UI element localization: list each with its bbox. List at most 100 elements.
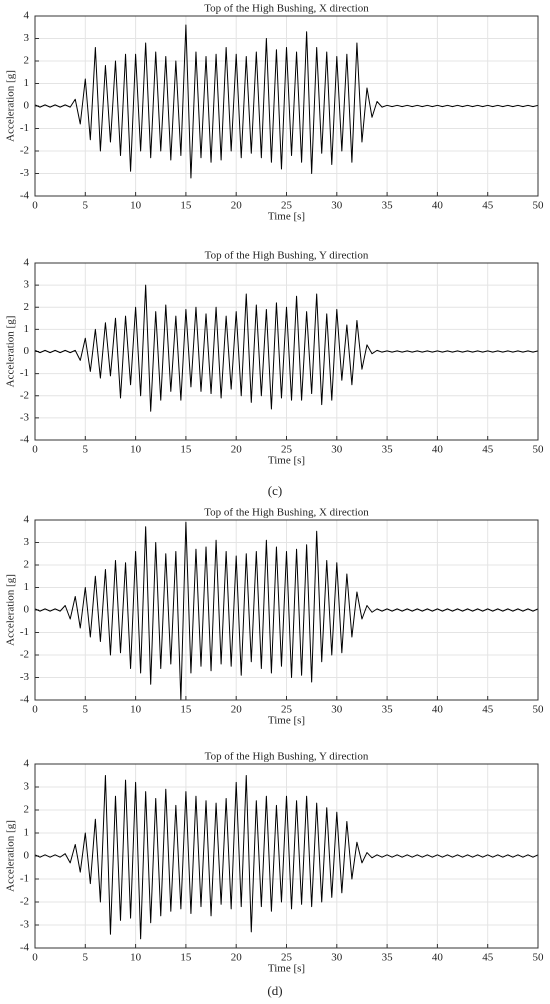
x-tick-label: 15 [180, 444, 192, 456]
y-tick-label: 4 [24, 10, 30, 22]
y-tick-label: -3 [20, 167, 30, 179]
x-axis-label: Time [s] [268, 715, 305, 727]
x-tick-label: 20 [231, 200, 243, 212]
x-tick-label: 35 [382, 952, 394, 964]
y-tick-label: -4 [20, 434, 30, 446]
y-tick-label: 3 [24, 781, 30, 793]
y-tick-label: -2 [20, 145, 29, 157]
y-tick-label: 0 [24, 345, 30, 357]
y-tick-label: 1 [24, 827, 30, 839]
x-tick-label: 30 [331, 704, 343, 716]
x-tick-label: 20 [231, 952, 243, 964]
x-tick-label: 0 [32, 704, 38, 716]
x-tick-label: 0 [32, 444, 38, 456]
y-tick-label: 0 [24, 604, 30, 616]
x-tick-label: 20 [231, 444, 243, 456]
x-tick-label: 25 [281, 952, 293, 964]
x-tick-label: 0 [32, 952, 38, 964]
x-tick-label: 40 [432, 952, 444, 964]
axes-frame [34, 262, 539, 441]
y-tick-label: 0 [24, 850, 30, 862]
y-tick-label: -1 [20, 873, 29, 885]
y-tick-label: 1 [24, 77, 30, 89]
x-tick-label: 5 [83, 704, 89, 716]
y-tick-label: -2 [20, 896, 29, 908]
y-tick-label: -3 [20, 411, 30, 423]
x-tick-label: 25 [281, 200, 293, 212]
chart-title: Top of the High Bushing, X direction [204, 3, 369, 15]
y-tick-label: 3 [24, 279, 30, 291]
x-tick-label: 45 [482, 200, 494, 212]
y-tick-label: -2 [20, 649, 29, 661]
y-tick-label: 1 [24, 581, 30, 593]
y-tick-label: 4 [24, 514, 30, 526]
x-tick-label: 45 [482, 704, 494, 716]
axes-frame [34, 15, 539, 197]
x-tick-label: 25 [281, 444, 293, 456]
panel-label: (c) [268, 483, 282, 498]
x-tick-label: 35 [382, 704, 394, 716]
x-tick-label: 30 [331, 444, 343, 456]
panel-label: (d) [267, 983, 282, 998]
y-tick-label: 4 [24, 257, 30, 269]
x-tick-label: 25 [281, 704, 293, 716]
y-tick-label: -4 [20, 190, 30, 202]
x-tick-label: 40 [432, 444, 444, 456]
y-tick-label: 2 [24, 55, 30, 67]
series-line [34, 521, 539, 701]
x-tick-label: 40 [432, 200, 444, 212]
y-tick-label: 2 [24, 301, 30, 313]
x-tick-label: 35 [382, 200, 394, 212]
chart-title: Top of the High Bushing, Y direction [205, 751, 369, 763]
axes-frame [34, 763, 539, 949]
y-tick-label: -3 [20, 671, 30, 683]
y-tick-label: -1 [20, 367, 29, 379]
x-tick-label: 50 [533, 444, 545, 456]
y-axis-label: Acceleration [g] [5, 574, 17, 646]
series-line [34, 775, 539, 940]
x-tick-label: 45 [482, 444, 494, 456]
x-tick-label: 0 [32, 200, 38, 212]
x-tick-label: 50 [533, 704, 545, 716]
y-tick-label: 0 [24, 100, 30, 112]
x-axis-label: Time [s] [268, 455, 305, 467]
x-tick-label: 50 [533, 200, 545, 212]
y-tick-label: 3 [24, 32, 30, 44]
chart-title: Top of the High Bushing, X direction [204, 507, 369, 519]
x-tick-label: 5 [83, 200, 89, 212]
y-tick-label: -2 [20, 389, 29, 401]
x-tick-label: 50 [533, 952, 545, 964]
x-axis-label: Time [s] [268, 963, 305, 975]
x-tick-label: 10 [130, 200, 142, 212]
y-tick-label: -1 [20, 626, 29, 638]
x-tick-label: 10 [130, 444, 142, 456]
x-tick-label: 10 [130, 952, 142, 964]
y-axis-label: Acceleration [g] [5, 316, 17, 388]
x-tick-label: 15 [180, 200, 192, 212]
x-axis-label: Time [s] [268, 211, 305, 223]
axes-frame [34, 519, 539, 701]
y-tick-label: -1 [20, 122, 29, 134]
y-tick-label: 2 [24, 804, 30, 816]
series-line [34, 24, 539, 179]
y-tick-label: -4 [20, 942, 30, 954]
x-tick-label: 40 [432, 704, 444, 716]
y-tick-label: 2 [24, 559, 30, 571]
x-tick-label: 45 [482, 952, 494, 964]
y-tick-label: 3 [24, 536, 30, 548]
y-axis-label: Acceleration [g] [5, 820, 17, 892]
x-tick-label: 15 [180, 704, 192, 716]
y-tick-label: -4 [20, 694, 30, 706]
x-tick-label: 20 [231, 704, 243, 716]
chart-title: Top of the High Bushing, Y direction [205, 250, 369, 262]
x-tick-label: 5 [83, 952, 89, 964]
y-axis-label: Acceleration [g] [5, 70, 17, 142]
y-tick-label: 1 [24, 323, 30, 335]
x-tick-label: 30 [331, 952, 343, 964]
x-tick-label: 35 [382, 444, 394, 456]
y-tick-label: 4 [24, 758, 30, 770]
x-tick-label: 30 [331, 200, 343, 212]
y-tick-label: -3 [20, 919, 30, 931]
